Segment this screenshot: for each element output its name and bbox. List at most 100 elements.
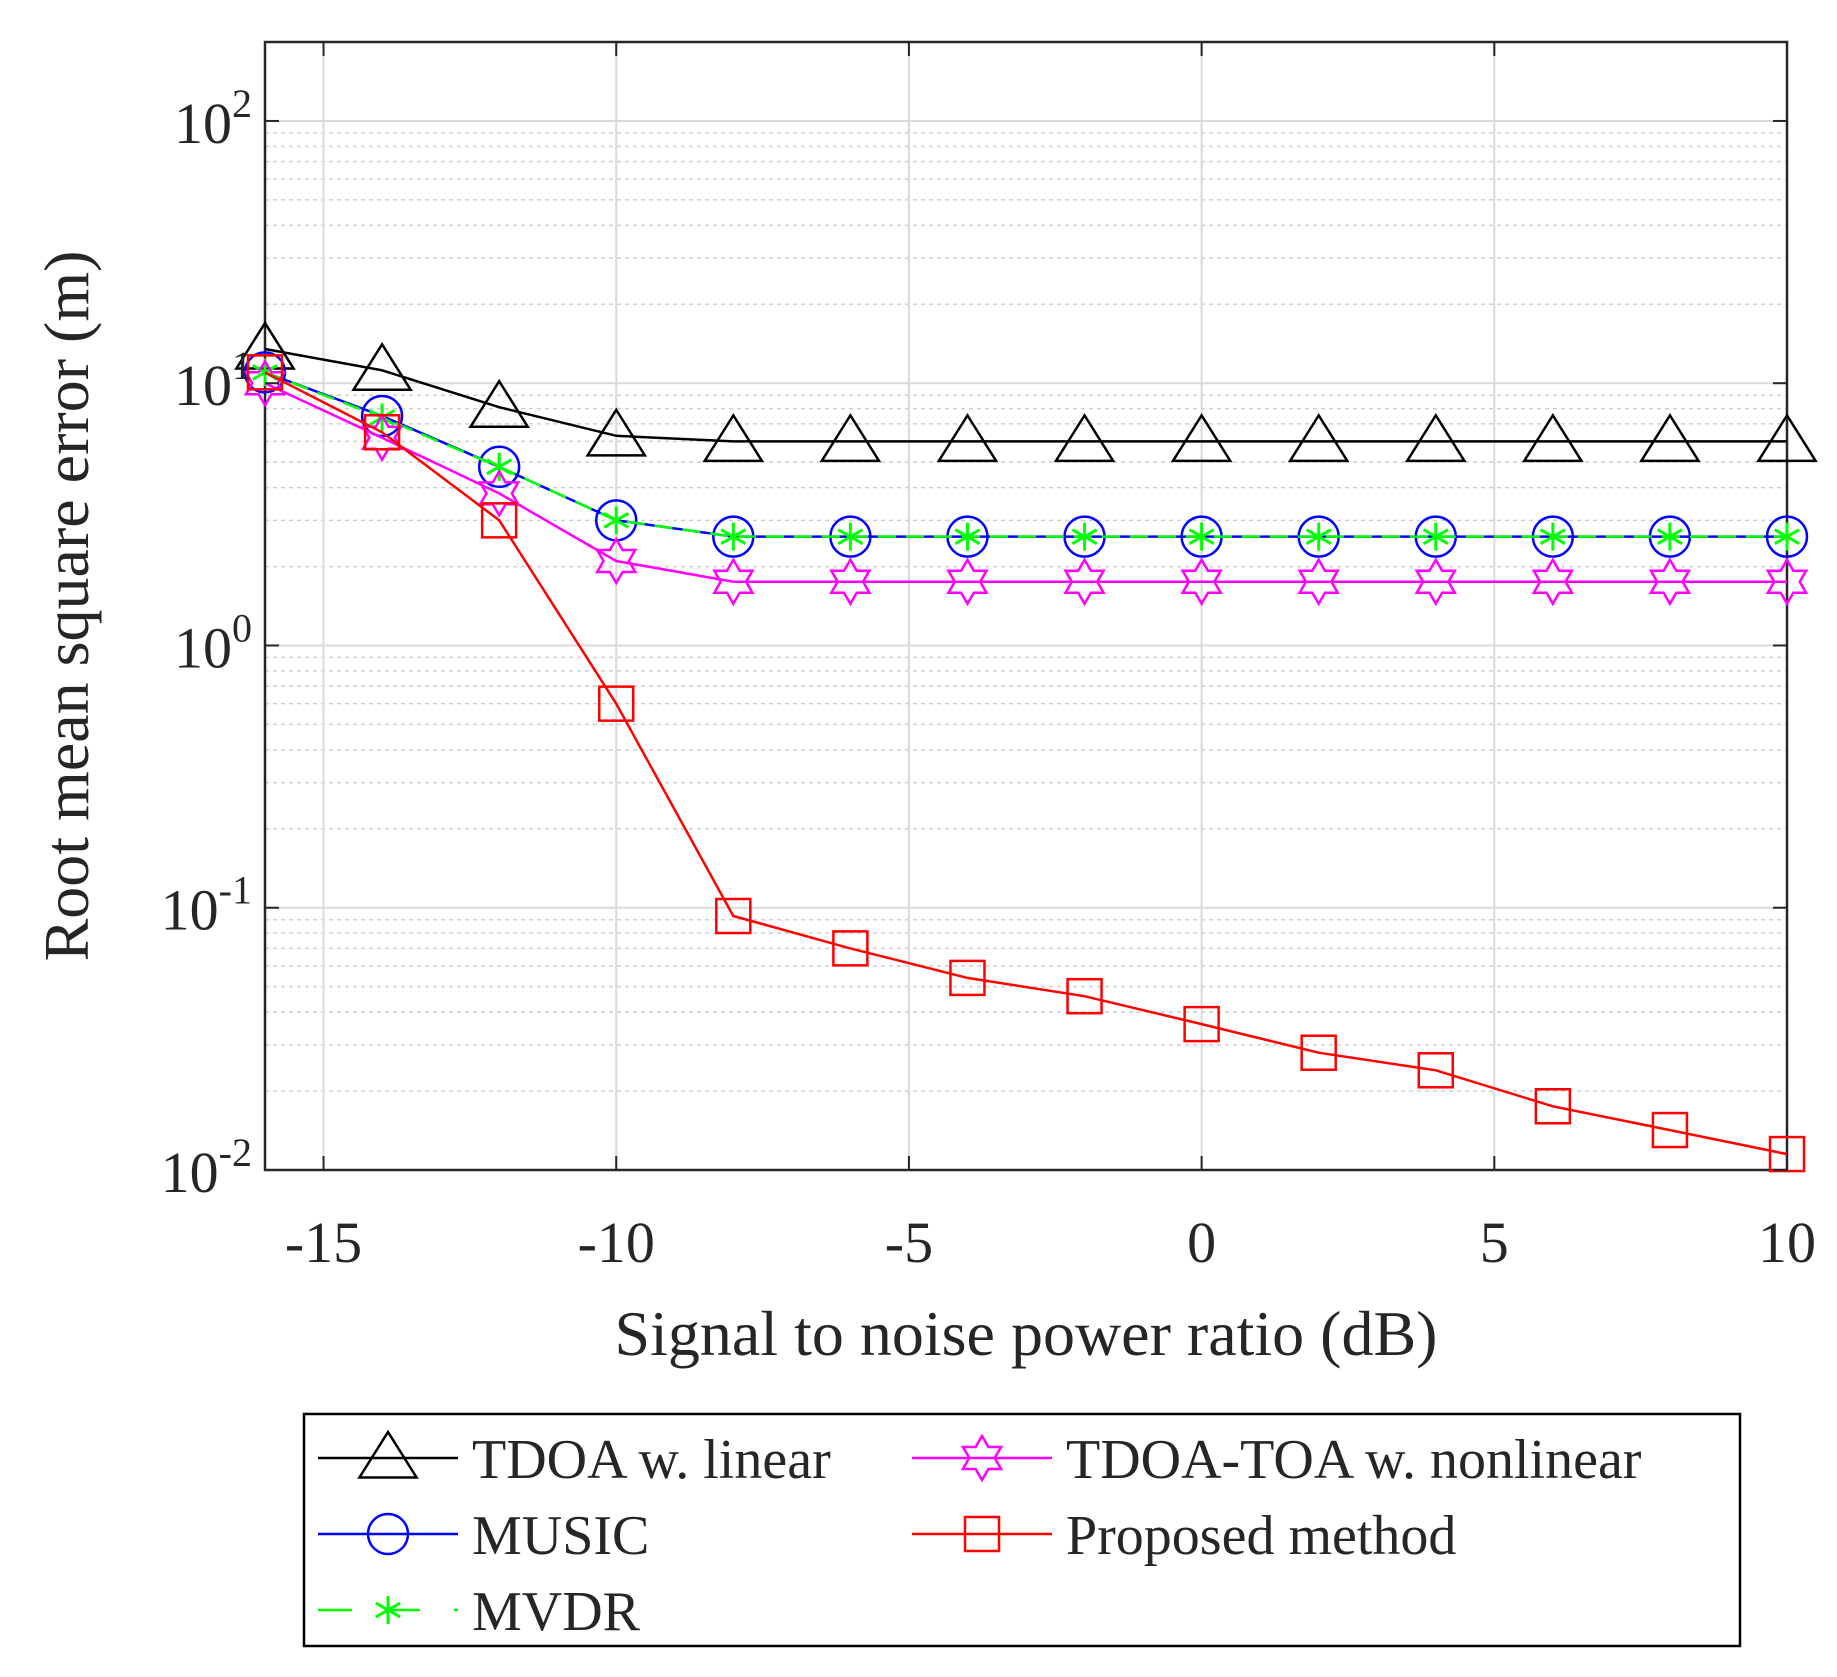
legend-box — [302, 1412, 1742, 1648]
series-tdoa-toa — [243, 358, 1809, 607]
asterisk-stroke — [1422, 528, 1449, 545]
data-point-proposed — [715, 897, 752, 935]
asterisk-stroke — [1188, 528, 1215, 545]
data-point-mvdr — [603, 506, 630, 535]
series-line-mvdr — [264, 371, 1787, 538]
legend-entry-tdoa-toa: TDOA-TOA w. nonlinear — [912, 1429, 1642, 1491]
data-point-music — [1765, 515, 1809, 558]
data-point-proposed — [1417, 1052, 1455, 1089]
data-point-tdoa-linear — [819, 413, 882, 463]
asterisk-stroke — [603, 512, 630, 529]
series-line-proposed — [264, 371, 1788, 1156]
asterisk-stroke — [954, 528, 981, 545]
y-tick-label: 101 — [174, 343, 252, 418]
data-point-tdoa-toa — [1531, 557, 1575, 607]
legend-entry-mvdr: MVDR — [318, 1581, 641, 1643]
data-point-proposed — [949, 959, 986, 997]
asterisk-stroke — [837, 528, 864, 545]
series-line-music — [264, 371, 1787, 538]
data-point-mvdr — [1656, 522, 1683, 551]
data-point-tdoa-toa — [1063, 557, 1106, 607]
y-tick-label: 102 — [174, 81, 252, 156]
data-point-tdoa-toa — [712, 557, 755, 607]
data-point-mvdr — [1071, 522, 1098, 551]
legend-label: TDOA w. linear — [472, 1429, 831, 1491]
data-point-mvdr — [954, 522, 981, 551]
data-point-proposed — [480, 502, 518, 539]
legend: TDOA w. linear TDOA-TOA w. nonlinear MUSIC… — [302, 1412, 1742, 1648]
data-point-tdoa-linear — [1404, 413, 1467, 463]
data-point-music — [477, 445, 521, 489]
data-point-proposed — [1534, 1088, 1572, 1125]
legend-entry-proposed: Proposed method — [912, 1505, 1456, 1567]
data-point-tdoa-toa — [1765, 557, 1809, 607]
series-mvdr — [252, 358, 1800, 551]
data-point-tdoa-toa — [360, 413, 404, 463]
tick-labels: -15 -10 -5 0 5 10 102 101 100 10-1 10-2 — [161, 42, 1816, 1275]
legend-label: TDOA-TOA w. nonlinear — [1066, 1429, 1642, 1491]
legend-swatch-marker — [375, 1596, 401, 1624]
x-tick-label: -15 — [285, 1210, 362, 1275]
data-point-mvdr — [1305, 522, 1332, 551]
grid — [265, 41, 1788, 1171]
data-point-proposed — [832, 930, 869, 967]
data-point-mvdr — [1422, 522, 1449, 551]
asterisk-stroke — [252, 364, 278, 381]
y-axis-label: Root mean square error (m) — [31, 251, 102, 962]
data-point-tdoa-toa — [1414, 557, 1457, 607]
y-tick-label: 100 — [174, 605, 252, 680]
data-point-proposed — [1768, 1135, 1806, 1173]
data-point-tdoa-linear — [585, 407, 648, 457]
x-tick-label: 5 — [1480, 1210, 1509, 1275]
legend-swatch-marker — [963, 1515, 1001, 1553]
legend-swatch-marker — [366, 1512, 410, 1556]
y-tick-label: 10-2 — [161, 1130, 252, 1205]
data-point-music — [360, 394, 404, 438]
x-tick-label: 0 — [1187, 1210, 1216, 1275]
data-point-mvdr — [837, 522, 864, 551]
data-point-tdoa-linear — [1287, 413, 1350, 463]
legend-swatch-marker — [357, 1429, 419, 1479]
legend-label: Proposed method — [1066, 1505, 1456, 1567]
x-tick-label: -5 — [885, 1210, 933, 1275]
asterisk-stroke — [720, 528, 747, 545]
data-point-proposed — [363, 414, 401, 451]
data-point-tdoa-toa — [1180, 557, 1223, 607]
y-tick-label: 10-1 — [161, 868, 252, 943]
data-point-tdoa-linear — [468, 378, 531, 428]
x-tick-label: 10 — [1758, 1210, 1816, 1275]
legend-entry-tdoa-linear: TDOA w. linear — [318, 1429, 831, 1491]
data-point-tdoa-linear — [1521, 413, 1584, 463]
data-point-mvdr — [1774, 522, 1800, 551]
data-point-proposed — [597, 685, 635, 722]
data-point-tdoa-linear — [702, 413, 765, 463]
asterisk-stroke — [1656, 528, 1683, 545]
data-point-tdoa-toa — [595, 536, 638, 586]
data-point-tdoa-toa — [1297, 557, 1340, 607]
series-proposed — [246, 354, 1806, 1173]
series-layer — [234, 320, 1818, 1173]
legend-swatch-marker — [960, 1433, 1004, 1483]
data-point-proposed — [1066, 977, 1103, 1015]
data-point-mvdr — [486, 452, 513, 481]
x-axis-label: Signal to noise power ratio (dB) — [615, 1298, 1438, 1369]
x-tick-label: -10 — [578, 1210, 655, 1275]
data-point-tdoa-toa — [477, 468, 521, 518]
legend-label: MVDR — [472, 1581, 641, 1643]
legend-entry-music: MUSIC — [318, 1505, 649, 1567]
data-point-tdoa-toa — [243, 358, 287, 408]
series-tdoa-linear — [234, 320, 1818, 463]
data-point-tdoa-linear — [351, 341, 413, 392]
asterisk-stroke — [486, 458, 513, 476]
data-point-tdoa-linear — [1170, 413, 1233, 463]
data-point-tdoa-toa — [829, 557, 872, 607]
legend-label: MUSIC — [472, 1505, 649, 1567]
data-point-proposed — [1300, 1034, 1337, 1071]
data-point-tdoa-toa — [946, 557, 989, 607]
data-point-tdoa-linear — [1053, 413, 1116, 463]
data-point-mvdr — [1188, 522, 1215, 551]
data-point-tdoa-toa — [1648, 557, 1692, 607]
data-point-proposed — [1651, 1111, 1689, 1149]
data-point-mvdr — [720, 522, 747, 551]
